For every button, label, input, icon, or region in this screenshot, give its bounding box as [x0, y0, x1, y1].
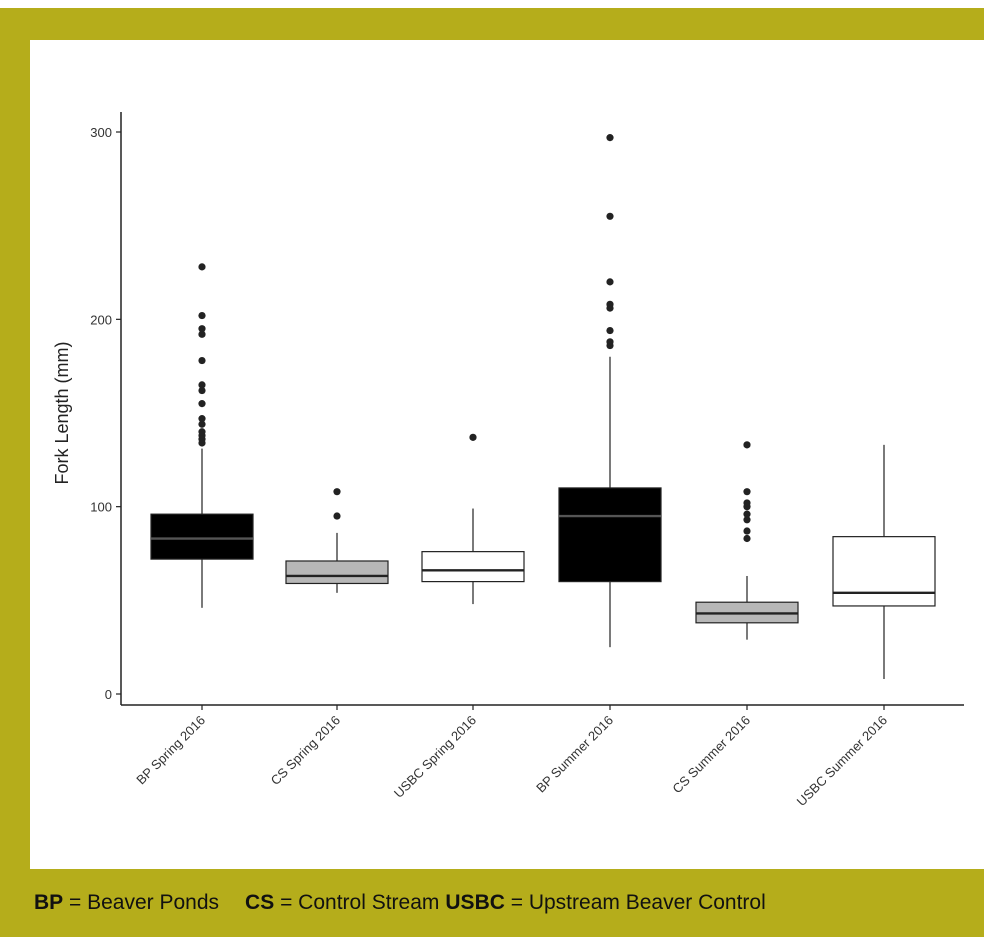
chart-panel: 0 100 200 300 Fork Length (mm) BP Spring 2016…	[30, 40, 984, 869]
outlier-point	[198, 263, 206, 271]
outlier-point	[198, 330, 206, 338]
x-tick-label: BP Spring 2016	[133, 713, 208, 788]
outlier-point	[333, 488, 341, 496]
legend-abbr-usbc: USBC	[445, 891, 505, 914]
legend-abbr-cs: CS	[245, 891, 275, 914]
outlier-point	[606, 326, 614, 335]
outlier-point	[198, 400, 206, 408]
legend-item-bp: BP = Beaver Ponds	[34, 891, 219, 914]
outlier-point	[743, 527, 751, 535]
y-tick-label: 300	[90, 125, 112, 140]
outlier-point	[198, 311, 206, 320]
outlier-point	[743, 510, 751, 518]
outlier-point	[333, 512, 341, 520]
outlier-point	[606, 278, 614, 286]
outlier-point	[198, 356, 206, 365]
box-iqr	[832, 536, 936, 607]
outlier-point	[198, 386, 206, 395]
legend-item-cs: CS = Control Stream	[245, 891, 439, 914]
box-iqr	[285, 560, 389, 585]
outlier-point	[743, 488, 751, 496]
y-tick-label: 0	[105, 687, 112, 702]
outlier-point	[606, 338, 614, 346]
y-tick-label: 200	[90, 312, 112, 327]
x-tick-label: BP Summer 2016	[533, 713, 616, 796]
legend-abbr-bp: BP	[34, 891, 64, 914]
outlier-point	[198, 428, 206, 436]
legend-text-cs: = Control Stream	[274, 891, 440, 914]
y-axis-label: Fork Length (mm)	[52, 341, 72, 484]
outlier-point	[743, 441, 751, 449]
outlier-point	[469, 433, 477, 441]
outlier-point	[606, 300, 614, 308]
figure-frame: 0 100 200 300 Fork Length (mm) BP Spring 2016…	[0, 8, 984, 937]
outlier-point	[198, 325, 206, 333]
x-tick-label: USBC Summer 2016	[794, 713, 890, 809]
x-tick-label: USBC Spring 2016	[391, 713, 479, 801]
legend-text-usbc: = Upstream Beaver Control	[504, 891, 766, 914]
outlier-point	[198, 415, 206, 423]
x-tick-label: CS Spring 2016	[268, 713, 344, 789]
y-tick-label: 100	[90, 500, 112, 515]
outlier-point	[743, 516, 751, 524]
outlier-point	[198, 381, 206, 389]
box-iqr	[150, 513, 254, 560]
outlier-point	[198, 420, 206, 428]
abbreviation-legend: BP = Beaver Ponds CS = Control Stream USBC…	[34, 891, 766, 915]
outlier-point	[743, 499, 751, 507]
outlier-point	[743, 534, 751, 543]
x-tick-label: CS Summer 2016	[669, 713, 753, 797]
legend-text-bp: = Beaver Ponds	[63, 891, 220, 914]
outlier-point	[606, 134, 614, 142]
box-iqr	[421, 551, 525, 583]
outlier-point	[606, 212, 614, 220]
box-plot-chart: 0 100 200 300 Fork Length (mm) BP Spring 2016…	[52, 112, 964, 809]
box-iqr	[558, 487, 662, 583]
legend-item-usbc: USBC = Upstream Beaver Control	[445, 891, 765, 914]
